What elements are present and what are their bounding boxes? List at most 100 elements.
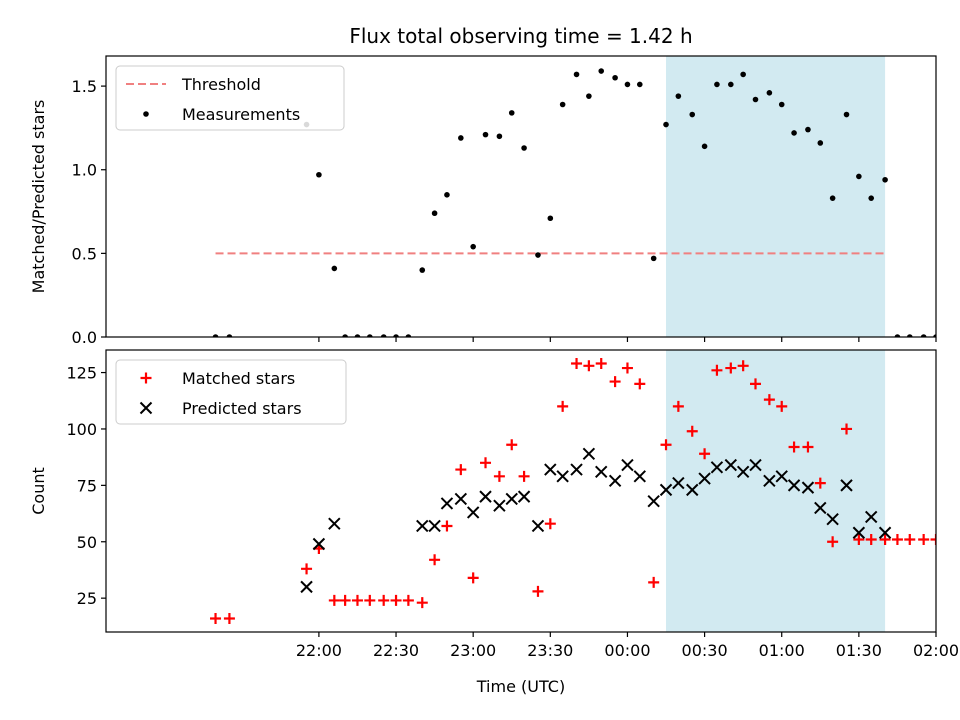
matched-star-point: [328, 594, 340, 606]
measurement-point: [906, 334, 913, 337]
measurement-point: [405, 334, 412, 337]
x-tick-label: 00:00: [604, 641, 650, 660]
top-shaded-span: [666, 56, 886, 337]
measurement-point: [559, 101, 566, 108]
bottom-y-axis-label: Count: [29, 467, 48, 515]
predicted-star-point: [479, 490, 492, 503]
measurement-point: [675, 93, 682, 99]
matched-star-point: [595, 358, 607, 370]
predicted-star-point: [300, 580, 313, 594]
matched-star-point: [518, 470, 530, 482]
predicted-star-point: [775, 470, 788, 483]
predicted-star-point: [749, 458, 762, 472]
matched-star-point: [699, 448, 711, 460]
measurement-point: [728, 81, 734, 88]
bottom-y-tick-label: 25: [77, 589, 97, 608]
predicted-star-point: [633, 470, 646, 483]
predicted-star-point: [428, 519, 441, 533]
measurement-point: [843, 111, 850, 118]
matched-star-point: [621, 362, 633, 374]
legend-predicted-swatch: [139, 401, 153, 415]
measurement-point: [482, 131, 489, 138]
matched-star-point: [930, 534, 936, 546]
measurement-point: [882, 176, 888, 183]
matched-star-point: [918, 534, 930, 546]
measurement-point: [817, 140, 824, 146]
matched-star-point: [648, 576, 660, 588]
top-axes-frame: [105, 55, 937, 338]
measurement-point: [829, 195, 836, 201]
x-tick-label: 23:00: [450, 641, 496, 660]
matched-star-point: [865, 534, 877, 546]
predicted-star-point: [440, 497, 454, 510]
matched-star-point: [544, 518, 556, 530]
predicted-star-point: [878, 526, 892, 539]
legend-entry-label: Threshold: [181, 75, 261, 94]
matched-star-point: [480, 457, 492, 469]
matched-star-point: [737, 360, 749, 372]
measurement-point: [650, 255, 657, 262]
matched-star-point: [891, 534, 903, 546]
matched-star-point: [853, 534, 865, 546]
matched-star-point: [467, 572, 479, 584]
measurement-point: [367, 334, 373, 337]
legend-entry-label: Predicted stars: [182, 399, 302, 418]
measurement-point: [431, 210, 438, 217]
predicted-star-point: [493, 499, 506, 512]
measurement-point: [778, 101, 785, 108]
x-axis-label: Time (UTC): [476, 677, 565, 696]
measurement-point: [920, 334, 927, 337]
bottom-legend: Matched stars Predicted stars: [115, 359, 347, 425]
measurement-point: [791, 130, 797, 136]
measurement-point: [598, 68, 605, 74]
matched-star-point: [339, 594, 351, 606]
top-y-axis-label: Matched/Predicted stars: [29, 100, 48, 294]
predicted-star-point: [763, 474, 776, 488]
measurement-point: [419, 267, 426, 273]
matched-star-point: [493, 470, 505, 482]
matched-star-point: [571, 358, 583, 370]
x-tick-label: 02:00: [913, 641, 959, 660]
top-legend: Threshold Measurements: [115, 65, 345, 131]
matched-star-point: [672, 400, 684, 412]
bottom-y-tick-label: 50: [77, 533, 97, 552]
matched-star-point: [429, 554, 441, 566]
predicted-star-point: [312, 537, 326, 551]
measurement-point: [856, 173, 862, 180]
measurement-point: [444, 192, 450, 198]
matched-star-point: [301, 563, 313, 575]
matched-star-point: [351, 594, 363, 606]
matched-star-point: [686, 425, 698, 437]
predicted-star-point: [505, 492, 518, 506]
measurement-point: [701, 143, 708, 150]
measurement-point: [766, 89, 773, 96]
top-y-tick-label: 1.5: [72, 77, 97, 96]
matched-star-point: [402, 594, 414, 606]
predicted-star-point: [531, 519, 545, 533]
measurement-point: [508, 110, 515, 116]
measurement-point: [212, 334, 219, 337]
measurement-point: [496, 133, 503, 140]
predicted-star-point: [544, 463, 557, 476]
bottom-panel: 22:00 22:30 23:00 23:30 00:00 00:30 01:00 01:30…: [29, 349, 959, 660]
predicted-star-point: [724, 458, 738, 472]
predicted-star-point: [570, 463, 583, 476]
measurement-point: [714, 81, 720, 88]
measurement-point: [316, 171, 322, 178]
measurement-point: [331, 265, 338, 272]
predicted-star-point: [686, 483, 699, 497]
matched-star-point: [660, 439, 672, 451]
bottom-y-tick-label: 75: [77, 476, 97, 495]
chart-title: Flux total observing time = 1.42 h: [349, 24, 692, 48]
predicted-star-point: [826, 512, 839, 526]
measurement-point: [521, 145, 527, 151]
matched-star-point: [802, 441, 814, 453]
matched-star-point: [532, 585, 544, 597]
top-y-tick-label: 0.0: [72, 328, 97, 347]
matched-star-point: [378, 594, 390, 606]
predicted-star-point: [647, 494, 660, 508]
matched-star-point: [506, 439, 518, 451]
x-tick-label: 22:30: [373, 641, 419, 660]
measurement-point: [636, 81, 643, 88]
